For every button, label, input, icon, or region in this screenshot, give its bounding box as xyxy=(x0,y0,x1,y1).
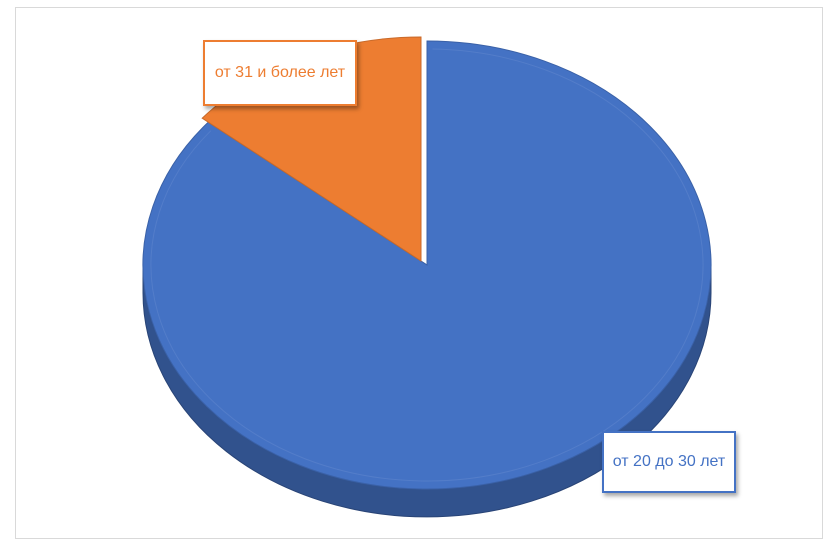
slice-label-text: от 31 и более лет xyxy=(214,64,346,81)
slice-label-text: от 20 до 30 лет xyxy=(612,453,726,470)
pie-slice xyxy=(142,40,712,490)
slice-label-20-30: от 20 до 30 лет xyxy=(602,431,736,493)
slice-bevel xyxy=(150,48,704,482)
slice-label-31-plus: от 31 и более лет xyxy=(203,40,357,106)
